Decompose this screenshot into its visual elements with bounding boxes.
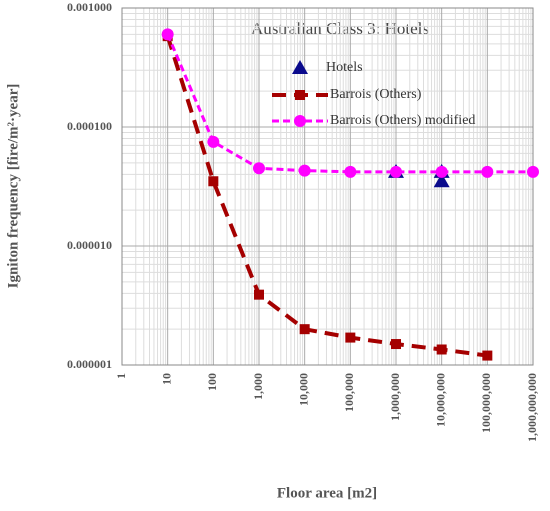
- marker: [161, 28, 174, 41]
- y-tick-label: 0.001000: [67, 0, 112, 14]
- marker: [390, 165, 402, 178]
- legend-label: Barrois (Others): [330, 87, 422, 102]
- x-tick-label: 1: [114, 373, 128, 379]
- y-axis-label: Igniton frequency [fire/m²·year]: [5, 84, 21, 289]
- marker: [435, 165, 448, 178]
- x-tick-label: 1,000,000,000: [525, 373, 539, 442]
- marker: [299, 324, 310, 335]
- grid: [121, 7, 534, 366]
- legend-marker: [294, 115, 306, 127]
- marker: [253, 162, 265, 175]
- plot-frame: [121, 7, 534, 366]
- marker: [481, 165, 494, 178]
- marker: [391, 339, 401, 350]
- marker: [527, 165, 539, 178]
- marker: [345, 332, 356, 343]
- x-tick-label: 1,000: [251, 373, 265, 400]
- series-line: [166, 33, 533, 174]
- legend-label: Hotels: [326, 60, 363, 75]
- x-tick-label: 1,000,000: [388, 373, 402, 421]
- x-tick-label: 100,000,000: [479, 373, 493, 433]
- y-tick-label: 0.000001: [67, 357, 112, 371]
- marker: [433, 173, 450, 188]
- marker: [208, 176, 219, 187]
- legend-marker: [292, 60, 308, 74]
- marker: [207, 135, 220, 148]
- x-tick-label: 10: [159, 373, 173, 385]
- legend-marker: [295, 90, 305, 100]
- marker: [298, 164, 311, 177]
- y-tick-label: 0.000100: [67, 119, 112, 133]
- marker: [344, 165, 357, 178]
- y-tick-label: 0.000010: [67, 238, 112, 252]
- x-tick-label: 10,000,000: [433, 373, 447, 427]
- x-tick-label: 100,000: [342, 373, 356, 412]
- x-axis-label: Floor area [m2]: [277, 485, 377, 501]
- marker: [254, 289, 264, 300]
- marker: [436, 344, 447, 355]
- legend-label: Barrois (Others) modified: [330, 113, 475, 128]
- marker: [482, 350, 493, 361]
- series-line: [165, 35, 488, 358]
- x-tick-label: 10,000: [296, 373, 310, 406]
- x-tick-label: 100: [205, 373, 219, 391]
